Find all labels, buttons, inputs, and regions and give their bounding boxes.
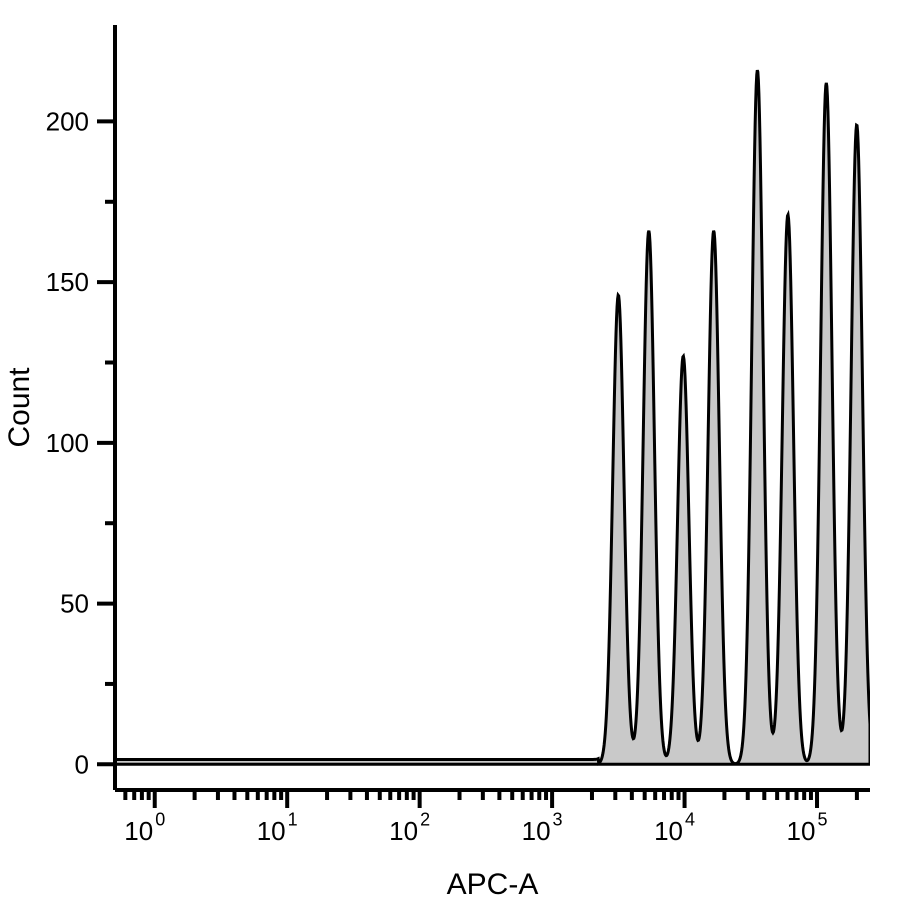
y-axis-label: Count [3, 367, 36, 448]
y-tick-label: 200 [46, 107, 89, 137]
y-tick-label: 100 [46, 428, 89, 458]
y-tick-label: 0 [75, 749, 89, 779]
y-tick-label: 50 [60, 589, 89, 619]
y-tick-label: 150 [46, 267, 89, 297]
chart-svg: 100101102103104105050100150200APC-ACount [0, 0, 899, 919]
flow-cytometry-histogram: 100101102103104105050100150200APC-ACount [0, 0, 899, 919]
x-axis-label: APC-A [447, 868, 539, 901]
